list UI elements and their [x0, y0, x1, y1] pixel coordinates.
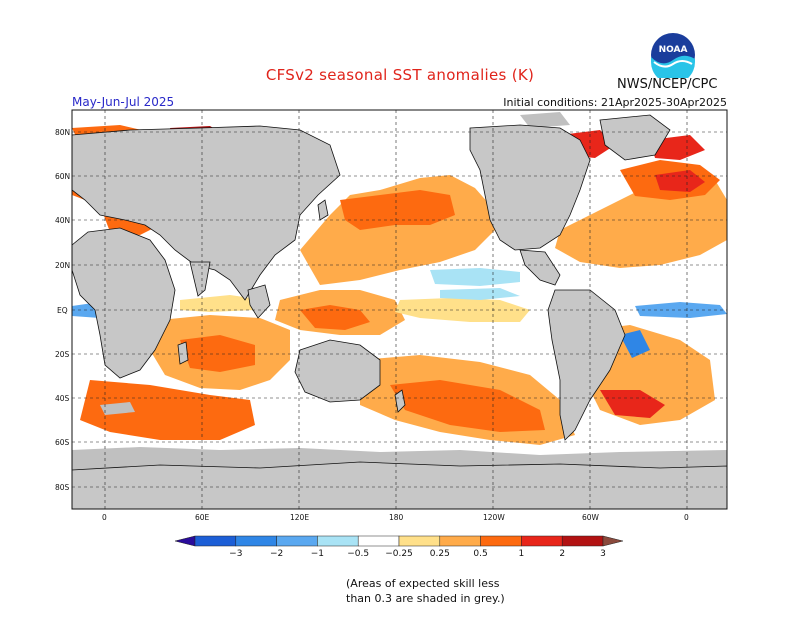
colorbar-label: −2 [270, 549, 283, 559]
colorbar-swatch [194, 535, 237, 547]
skill-note: (Areas of expected skill less than 0.3 a… [346, 576, 505, 606]
colorbar-swatch [439, 535, 481, 547]
map-title: CFSv2 seasonal SST anomalies (K) [265, 66, 535, 84]
lat-label: 80N [55, 128, 70, 137]
season-label: May-Jun-Jul 2025 [72, 95, 175, 109]
lon-label: 180 [389, 513, 404, 522]
colorbar-swatch [317, 535, 359, 547]
lat-label: 40S [55, 394, 70, 403]
lon-label: 60E [195, 513, 210, 522]
colorbar-label: −0.5 [347, 549, 369, 559]
longitude-labels: 0 60E 120E 180 120W 60W 0 [102, 513, 689, 522]
agency-label: NWS/NCEP/CPC [617, 77, 718, 92]
colorbar-label: 2 [559, 549, 565, 559]
colorbar-label: 1 [519, 549, 525, 559]
land-layer [72, 114, 727, 509]
lat-label: 60N [55, 172, 70, 181]
colorbar-label: 3 [600, 549, 606, 559]
colorbar-label: −1 [311, 549, 324, 559]
colorbar-swatch [561, 535, 604, 547]
colorbar-swatch [398, 535, 441, 547]
skill-note-line: than 0.3 are shaded in grey.) [346, 592, 505, 605]
lat-label: EQ [57, 306, 68, 315]
grid-lines [72, 110, 727, 509]
noaa-logo-text: NOAA [659, 45, 688, 55]
colorbar-label: −3 [229, 549, 242, 559]
colorbar: −3 −2 −1 −0.5 −0.25 0.25 0.5 1 2 3 [174, 535, 624, 559]
colorbar-swatch [235, 535, 277, 547]
colorbar-label: −0.25 [385, 549, 413, 559]
lon-label: 0 [684, 513, 689, 522]
colorbar-label: 0.25 [430, 549, 450, 559]
lon-label: 120E [290, 513, 309, 522]
lon-label: 0 [102, 513, 107, 522]
initial-conditions-label: Initial conditions: 21Apr2025-30Apr2025 [503, 96, 727, 109]
colorbar-swatch [357, 535, 400, 547]
latitude-labels: 80N 60N 40N 20N EQ 20S 40S 60S 80S [55, 128, 70, 492]
lat-label: 20N [55, 261, 70, 270]
lat-label: 20S [55, 350, 70, 359]
colorbar-max-arrow [602, 535, 624, 547]
lat-label: 60S [55, 438, 70, 447]
colorbar-swatch [276, 535, 318, 547]
noaa-logo: NOAA [651, 33, 695, 78]
lon-label: 60W [582, 513, 600, 522]
colorbar-swatch [480, 535, 522, 547]
skill-note-line: (Areas of expected skill less [346, 577, 500, 590]
lon-label: 120W [483, 513, 505, 522]
colorbar-label: 0.5 [473, 549, 487, 559]
lat-label: 40N [55, 216, 70, 225]
colorbar-swatch [521, 535, 563, 547]
map-frame [71, 109, 728, 510]
lat-label: 80S [55, 483, 70, 492]
colorbar-min-arrow [174, 535, 196, 547]
